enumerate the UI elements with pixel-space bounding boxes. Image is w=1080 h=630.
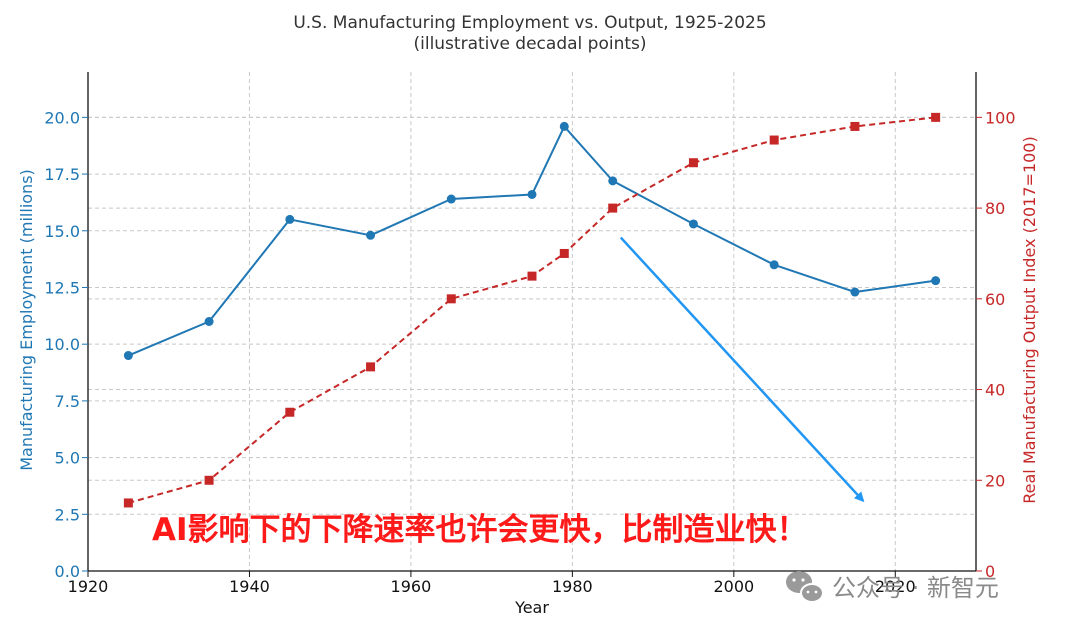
data-point-circle (931, 276, 941, 286)
y-left-tick-label: 20.0 (44, 108, 80, 127)
y-right-tick-label: 80 (985, 199, 1005, 218)
x-axis-label: Year (514, 598, 549, 617)
data-point-circle (446, 194, 456, 204)
y-right-tick-label: 40 (985, 381, 1005, 400)
y-left-tick-label: 5.0 (55, 449, 80, 468)
series-line-1 (128, 116, 936, 504)
grid (87, 72, 976, 572)
data-point-circle (366, 230, 376, 240)
data-point-circle (123, 351, 133, 361)
watermark-text: 公众号 · 新智元 (832, 574, 999, 602)
y-left-tick-label: 15.0 (44, 222, 80, 241)
x-tick-label: 1940 (229, 577, 270, 596)
series-layer (123, 112, 941, 508)
axes (87, 72, 977, 572)
data-point-circle (559, 121, 569, 131)
data-point-square (446, 294, 456, 304)
y-axis-label-right: Real Manufacturing Output Index (2017=10… (1020, 136, 1039, 503)
y-left-tick-label: 7.5 (55, 392, 80, 411)
annotation-text: AI影响下的下降速率也许会更快，比制造业快！ (152, 512, 808, 548)
data-point-square (769, 135, 779, 145)
y-right-tick-label: 100 (985, 108, 1016, 127)
series-line-0 (127, 125, 936, 357)
data-point-circle (204, 317, 214, 326)
y-left-tick-label: 17.5 (44, 165, 80, 184)
y-right-tick-label: 60 (985, 290, 1005, 309)
data-point-circle (688, 219, 698, 229)
x-tick-label: 1960 (391, 577, 432, 596)
data-point-square (608, 203, 618, 213)
y-axis-label-left: Manufacturing Employment (millions) (17, 169, 36, 471)
data-point-circle (285, 214, 295, 224)
x-tick-label: 1920 (68, 577, 109, 596)
data-point-square (850, 121, 860, 131)
x-tick-label: 2020 (875, 577, 916, 596)
y-left-tick-label: 12.5 (44, 278, 80, 297)
data-point-circle (608, 176, 618, 186)
x-tick-label: 1980 (552, 577, 593, 596)
annotation-arrow (619, 236, 865, 503)
wechat-icon (786, 571, 824, 603)
arrow-layer (619, 236, 865, 503)
chart-title: U.S. Manufacturing Employment vs. Output… (293, 13, 766, 33)
data-point-circle (850, 287, 860, 297)
y-left-tick-label: 2.5 (55, 505, 80, 524)
x-tick-label: 2000 (713, 577, 754, 596)
data-point-square (204, 475, 214, 485)
data-point-circle (527, 189, 537, 199)
y-right-tick-label: 20 (985, 471, 1005, 490)
data-point-circle (769, 260, 779, 270)
watermark: 公众号 · 新智元 (786, 571, 999, 603)
data-point-square (366, 362, 376, 372)
data-point-square (931, 112, 941, 122)
ticks: 1920 1940 1960 1980 2000 2020 0.0 2.5 5.0 7.5 10.0… (44, 108, 1015, 596)
data-point-square (285, 407, 295, 417)
y-left-tick-label: 10.0 (44, 335, 80, 354)
data-point-square (559, 248, 569, 258)
y-left-tick-label: 0.0 (55, 562, 80, 581)
data-point-square (527, 271, 537, 281)
y-right-tick-label: 0 (985, 562, 995, 581)
data-point-square (123, 498, 133, 508)
chart-subtitle: (illustrative decadal points) (413, 34, 646, 54)
data-point-square (688, 158, 698, 168)
